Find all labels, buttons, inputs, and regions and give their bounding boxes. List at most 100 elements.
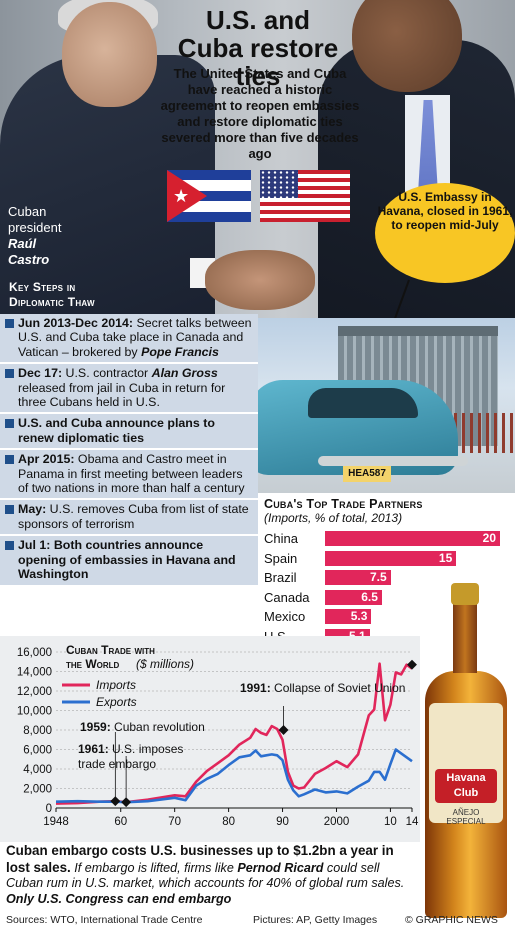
rum-bottle-image: Havana Club AÑEJO ESPECIAL <box>415 583 515 918</box>
partner-value: 5.3 <box>350 609 368 623</box>
partner-bar: 20 <box>325 531 500 546</box>
y-tick-label: 10,000 <box>17 706 52 718</box>
x-tick-label: 60 <box>114 816 127 828</box>
y-tick-label: 6,000 <box>23 745 52 757</box>
partner-row: Brazil 7.5 <box>264 568 497 588</box>
chart-title-line: the World <box>66 657 120 671</box>
trade-partners-chart: Cuba's Top Trade Partners (Imports, % of… <box>258 493 503 645</box>
legend-label: Exports <box>96 695 137 709</box>
bottle-brand-line: Havana <box>446 772 486 784</box>
caption-line: Cuban <box>8 204 47 219</box>
x-tick-label: 90 <box>276 816 289 828</box>
embargo-note: Cuban embargo costs U.S. businesses up t… <box>6 843 416 907</box>
timeline-title-line: Key Steps in <box>9 280 76 294</box>
cuba-flag-icon: ★ <box>167 170 251 222</box>
series-line-imports <box>55 662 413 805</box>
partner-row: China 20 <box>264 529 500 549</box>
annotation-text-wrap: trade embargo <box>78 757 156 771</box>
intro-text: The United States and Cuba have reached … <box>160 66 360 161</box>
embargo-text: could sell Cuban rum in U.S. market, whi… <box>6 860 405 891</box>
partner-value: 6.5 <box>361 589 378 604</box>
legend-label: Imports <box>96 678 136 692</box>
y-tick-label: 14,000 <box>17 667 52 679</box>
license-plate: HEA587 <box>343 466 391 482</box>
timeline-date: May: <box>18 502 47 517</box>
partner-row: Canada 6.5 <box>264 588 497 608</box>
partner-bar: 5.3 <box>325 609 372 624</box>
us-flag-icon <box>260 170 350 222</box>
annotation-label: 1961: U.S. imposes trade embargo <box>78 742 183 771</box>
partners-subtitle: (Imports, % of total, 2013) <box>264 511 403 525</box>
partner-row: Mexico 5.3 <box>264 607 497 627</box>
annotation-text: Cuban revolution <box>111 720 205 734</box>
timeline-date: Apr 2015: <box>18 452 75 467</box>
timeline-em: Pope Francis <box>141 344 219 359</box>
timeline-after: released from jail in Cuba in return for… <box>18 380 226 410</box>
series-line-exports <box>55 748 413 804</box>
chart-title-line: Cuban Trade with <box>66 643 155 657</box>
annotation-label: 1959: Cuban revolution <box>80 720 205 734</box>
embassy-callout: U.S. Embassy in Havana, closed in 1961, … <box>375 183 515 283</box>
embargo-end: Only U.S. Congress can end embargo <box>6 891 232 906</box>
y-tick-label: 2,000 <box>23 784 52 796</box>
partner-country: China <box>264 531 298 546</box>
president-caption: Cuban president Raúl Castro <box>8 204 61 268</box>
annotation-text: U.S. imposes <box>109 742 184 756</box>
partners-title: Cuba's Top Trade Partners <box>264 497 423 511</box>
partner-value: 15 <box>438 550 453 565</box>
partners-rows: China 20 Spain 15 Brazil 7.5 Canada 6.5 Mexico 5.… <box>264 529 500 646</box>
x-tick-label: 2000 <box>324 816 350 828</box>
partner-country: Brazil <box>264 570 297 585</box>
annotation-text: Collapse of Soviet Union <box>271 681 406 695</box>
x-tick-label: 14 <box>406 816 419 828</box>
partner-bar: 6.5 <box>325 589 382 605</box>
bullet-icon <box>5 455 14 465</box>
x-tick-label: 10 <box>384 816 397 828</box>
timeline-text: Obama and Castro meet in Panama in first… <box>18 452 245 496</box>
timeline-item: Jul 1: Both countries announce opening o… <box>0 536 258 587</box>
timeline-item: Apr 2015: Obama and Castro meet in Panam… <box>0 450 258 501</box>
page-title: U.S. and Cuba restore ties <box>177 5 339 91</box>
timeline-date: Jul 1: <box>18 538 51 553</box>
timeline-text: U.S. contractor <box>62 366 152 381</box>
x-tick-label: 70 <box>168 816 181 828</box>
annotation-year: 1991: <box>240 681 271 695</box>
bullet-icon <box>5 319 14 328</box>
timeline-em: Alan Gross <box>151 366 218 381</box>
timeline-item: Dec 17: U.S. contractor Alan Gross relea… <box>0 364 258 415</box>
x-tick-label: 80 <box>222 816 235 828</box>
y-tick-label: 8,000 <box>23 725 52 737</box>
timeline-text: Both countries announce opening of embas… <box>18 538 236 582</box>
bullet-icon <box>5 541 14 551</box>
timeline-text: U.S. removes Cuba from list of state spo… <box>18 502 249 531</box>
timeline-text: Secret talks between U.S. and Cuba take … <box>18 316 252 359</box>
embargo-lead: Cuban embargo costs U.S. businesses up t… <box>6 843 394 875</box>
annotation-year: 1959: <box>80 720 111 734</box>
bottle-brand: Havana Club <box>435 769 497 803</box>
trade-chart-svg: 0 2,000 4,000 6,000 8,000 10,000 12,000 14,000 1… <box>0 636 420 842</box>
timeline-list: Jun 2013-Dec 2014: Secret talks between … <box>0 314 258 587</box>
chart-units: ($ millions) <box>136 657 194 671</box>
partner-country: Mexico <box>264 609 306 624</box>
timeline-title-line: Diplomatic Thaw <box>9 295 95 309</box>
y-tick-label: 12,000 <box>17 686 52 698</box>
copyright: © GRAPHIC NEWS <box>405 914 498 926</box>
chart-background <box>0 636 420 842</box>
annotation-year: 1961: <box>78 742 109 756</box>
y-tick-label: 16,000 <box>17 647 52 659</box>
partner-country: Canada <box>264 589 310 605</box>
timeline-date: Dec 17: <box>18 366 63 381</box>
timeline-text: U.S. and Cuba announce plans to renew di… <box>18 416 215 445</box>
bottle-sub: AÑEJO ESPECIAL <box>446 808 486 826</box>
partner-row: Spain 15 <box>264 549 497 569</box>
timeline-item: U.S. and Cuba announce plans to renew di… <box>0 414 258 451</box>
partner-bar: 15 <box>325 550 457 566</box>
sources: Sources: WTO, International Trade Centre <box>6 914 203 926</box>
caption-line: president <box>8 220 62 235</box>
timeline-item: Jun 2013-Dec 2014: Secret talks between … <box>0 314 258 365</box>
bullet-icon <box>5 369 14 379</box>
bullet-icon <box>5 419 14 429</box>
partner-value: 7.5 <box>369 570 387 584</box>
y-tick-label: 4,000 <box>23 764 52 776</box>
